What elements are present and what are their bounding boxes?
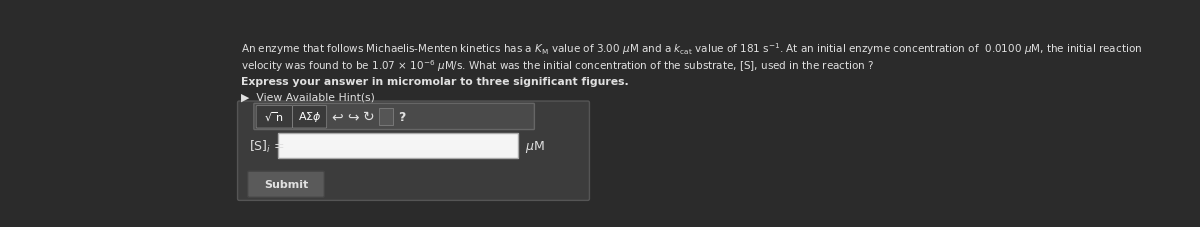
Text: velocity was found to be 1.07 × 10$^{-6}$ $\mu$M/s. What was the initial concent: velocity was found to be 1.07 × 10$^{-6}… [241, 58, 875, 74]
Bar [379, 109, 394, 125]
Text: [S]$_i$ =: [S]$_i$ = [250, 138, 286, 154]
Text: ▶  View Available Hint(s): ▶ View Available Hint(s) [241, 92, 376, 102]
FancyBboxPatch shape [254, 104, 534, 130]
FancyBboxPatch shape [238, 102, 589, 200]
Text: $\sqrt{\,}$n: $\sqrt{\,}$n [264, 110, 284, 123]
Text: Express your answer in micromolar to three significant figures.: Express your answer in micromolar to thr… [241, 77, 629, 87]
Text: ?: ? [398, 110, 406, 123]
Text: ↪: ↪ [347, 110, 359, 123]
Text: Submit: Submit [264, 179, 308, 189]
Bar [278, 134, 518, 158]
Text: An enzyme that follows Michaelis-Menten kinetics has a $K_\mathrm{M}$ value of 3: An enzyme that follows Michaelis-Menten … [241, 41, 1142, 57]
Text: A$\Sigma\phi$: A$\Sigma\phi$ [298, 110, 322, 123]
FancyBboxPatch shape [247, 171, 324, 197]
FancyBboxPatch shape [256, 106, 293, 128]
FancyBboxPatch shape [293, 106, 326, 128]
Text: ↩: ↩ [331, 110, 343, 123]
Text: ↻: ↻ [362, 110, 374, 123]
Text: $\mu$M: $\mu$M [526, 138, 545, 154]
